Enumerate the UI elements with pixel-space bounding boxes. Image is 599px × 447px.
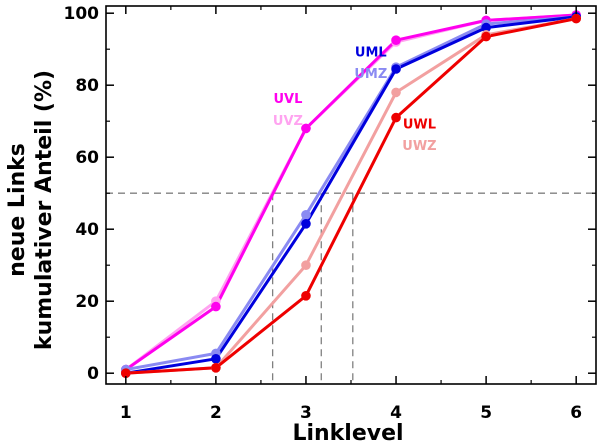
series-line-uwl — [125, 17, 577, 375]
series-label-uml: UML — [355, 45, 387, 60]
series-label-uwl: UWL — [403, 117, 436, 132]
series-lines — [124, 13, 577, 375]
series-line-uml — [125, 15, 577, 375]
series-label-umz: UMZ — [354, 67, 387, 82]
reference-lines — [106, 192, 596, 384]
point-uml-3 — [301, 219, 311, 229]
series-points — [121, 10, 581, 379]
point-uwz-4 — [391, 87, 401, 98]
y-tick-label-100: 100 — [64, 4, 100, 24]
x-tick-label-2: 2 — [210, 403, 222, 423]
point-uvl-2 — [211, 301, 221, 312]
y-tick-label-60: 60 — [75, 148, 99, 168]
y-tick-label-40: 40 — [75, 220, 99, 240]
series-label-uvz: UVZ — [273, 114, 303, 129]
point-uml-4 — [391, 64, 401, 74]
x-tick-label-1: 1 — [120, 403, 132, 423]
x-tick-label-4: 4 — [390, 403, 402, 423]
point-uvl-3 — [301, 123, 311, 134]
point-uwl-1 — [121, 368, 131, 379]
y-tick-label-20: 20 — [75, 292, 99, 312]
point-uwz-3 — [301, 260, 311, 271]
y-axis-title-line-1: neue Links — [5, 143, 30, 277]
point-uwl-4 — [391, 112, 401, 123]
point-uwl-3 — [301, 291, 311, 301]
x-tick-label-3: 3 — [300, 403, 312, 423]
series-line-uvl — [124, 13, 577, 371]
point-uml-5 — [481, 22, 491, 33]
point-uvl-4 — [391, 35, 401, 45]
series-line-umz — [125, 15, 577, 372]
point-uwl-5 — [481, 31, 491, 42]
point-uml-2 — [211, 354, 221, 364]
point-umz-3 — [301, 210, 311, 220]
series-label-uwz: UWZ — [402, 139, 436, 154]
x-tick-label-6: 6 — [570, 403, 582, 423]
point-uwl-2 — [211, 363, 221, 373]
y-axis-title: neue Links kumulativer Anteil (%) — [5, 70, 57, 350]
y-tick-label-80: 80 — [75, 76, 99, 96]
point-uwl-6 — [571, 13, 581, 24]
y-axis-title-line-2: kumulativer Anteil (%) — [32, 70, 57, 350]
y-tick-label-0: 0 — [87, 364, 99, 384]
series-labels: UVZ UVL UMZ UML UWZ UWL — [273, 45, 437, 154]
series-label-uvl: UVL — [273, 92, 302, 107]
x-tick-label-5: 5 — [480, 403, 492, 423]
x-axis-title: Linklevel — [292, 421, 403, 443]
series-line-uvz — [124, 13, 577, 371]
